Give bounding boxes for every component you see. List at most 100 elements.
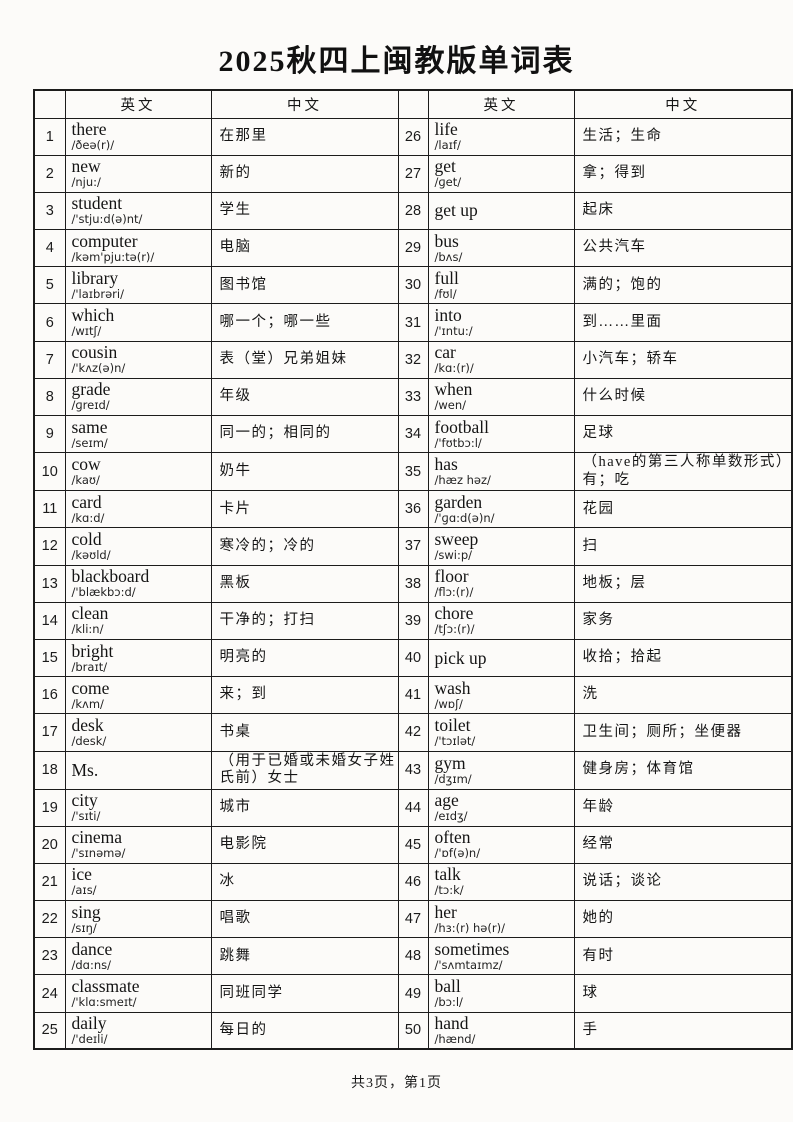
entry-number: 8 — [33, 377, 66, 417]
entry-number: 27 — [397, 154, 429, 193]
table-row: 19 city/'sɪti/城市 44 age/eɪdʒ/年龄 — [33, 788, 793, 827]
entry-word: there — [71, 119, 107, 140]
entry-meaning: 跳舞 — [210, 937, 399, 976]
entry-meaning: 城市 — [210, 788, 399, 827]
entry-meaning: 冰 — [210, 862, 399, 902]
entry-phonetic: /seɪm/ — [71, 435, 108, 450]
entry-number: 24 — [33, 974, 66, 1013]
entry-number: 36 — [397, 490, 429, 529]
entry-english: cousin/'kʌz(ə)n/ — [64, 340, 212, 379]
entry-english: new/nju:/ — [64, 154, 212, 193]
entry-phonetic: /ɡet/ — [434, 175, 462, 190]
entry-word: get up — [434, 200, 478, 221]
entry-meaning: 每日的 — [210, 1011, 399, 1050]
entry-number: 39 — [397, 601, 429, 640]
entry-english: football/'fʊtbɔ:l/ — [427, 414, 575, 454]
entry-word: dance — [71, 938, 113, 959]
entry-word: pick up — [434, 647, 487, 668]
entry-number: 17 — [33, 713, 66, 752]
entry-number: 25 — [33, 1011, 66, 1050]
entry-number: 10 — [33, 452, 66, 492]
entry-meaning: 起床 — [573, 191, 793, 231]
entry-meaning: 收拾；拾起 — [573, 638, 793, 678]
entry-word: when — [434, 379, 473, 400]
entry-english: ball/bɔ:l/ — [427, 974, 575, 1013]
entry-phonetic: /'deɪli/ — [71, 1031, 108, 1046]
entry-word: city — [71, 790, 98, 811]
entry-meaning: 年龄 — [573, 788, 793, 827]
entry-number: 4 — [33, 229, 66, 268]
entry-number: 45 — [397, 825, 429, 864]
entry-phonetic: /ðeə(r)/ — [71, 138, 115, 153]
entry-number: 41 — [397, 676, 429, 715]
entry-english: grade/ɡreɪd/ — [64, 377, 212, 417]
entry-phonetic: /fʊl/ — [434, 286, 457, 301]
table-row: 20 cinema/'sɪnəmə/电影院 45 often/'ɒf(ə)n/经常 — [33, 825, 793, 864]
entry-meaning: 扫 — [573, 527, 793, 566]
entry-word: come — [71, 677, 110, 698]
table-row: 5 library/'laɪbrəri/图书馆 30 full/fʊl/满的；饱的 — [33, 266, 793, 305]
entry-number: 14 — [33, 601, 66, 640]
entry-number: 31 — [397, 303, 429, 342]
entry-english: hand/hænd/ — [427, 1011, 575, 1050]
entry-number: 29 — [397, 229, 429, 268]
entry-number: 28 — [397, 191, 429, 231]
entry-english: sing/sɪŋ/ — [64, 900, 212, 939]
entry-english: get up — [427, 191, 575, 231]
table-row: 1 there/ðeə(r)/在那里 26 life/laɪf/生活；生命 — [33, 117, 793, 156]
entry-english: full/fʊl/ — [427, 266, 575, 305]
entry-word: card — [71, 491, 102, 512]
entry-english: student/'stju:d(ə)nt/ — [64, 191, 212, 231]
entry-english: into/'ɪntu:/ — [427, 303, 575, 342]
entry-word: often — [434, 827, 471, 848]
entry-phonetic: /hɜ:(r) hə(r)/ — [434, 920, 505, 935]
corner-cell — [397, 89, 429, 119]
entry-number: 43 — [397, 750, 429, 790]
entry-phonetic: /'stju:d(ə)nt/ — [71, 212, 143, 227]
header-row: 英文 中文 英文 中文 — [33, 89, 793, 119]
entry-meaning: 足球 — [573, 414, 793, 454]
table-row: 15 bright/braɪt/明亮的 40 pick up 收拾；拾起 — [33, 638, 793, 678]
entry-phonetic: /'sɪti/ — [71, 809, 101, 824]
entry-word: classmate — [71, 976, 140, 997]
table-row: 18 Ms. （用于已婚或未婚女子姓氏前）女士 43 gym/dʒɪm/健身房；体育馆 — [33, 750, 793, 790]
entry-number: 16 — [33, 676, 66, 715]
entry-phonetic: /kɑ:d/ — [71, 510, 105, 525]
entry-number: 37 — [397, 527, 429, 566]
entry-english: when/wen/ — [427, 377, 575, 417]
table-row: 23 dance/dɑ:ns/跳舞 48 sometimes/'sʌmtaɪmz/有时 — [33, 937, 793, 976]
table-row: 7 cousin/'kʌz(ə)n/表（堂）兄弟姐妹 32 car/kɑ:(r)/小汽… — [33, 340, 793, 379]
entry-number: 18 — [33, 750, 66, 790]
entry-phonetic: /ɡreɪd/ — [71, 398, 110, 413]
entry-meaning: （用于已婚或未婚女子姓氏前）女士 — [210, 750, 399, 790]
table-row: 3 student/'stju:d(ə)nt/学生 28 get up 起床 — [33, 191, 793, 231]
entry-number: 9 — [33, 414, 66, 454]
entry-english: clean/kli:n/ — [64, 601, 212, 640]
entry-meaning: 生活；生命 — [573, 117, 793, 156]
entry-phonetic: /'blækbɔ:d/ — [71, 585, 136, 600]
entry-phonetic: /bɔ:l/ — [434, 995, 463, 1010]
entry-meaning: （have的第三人称单数形式）有；吃 — [573, 452, 793, 492]
entry-word: sometimes — [434, 938, 510, 959]
entry-word: get — [434, 156, 456, 177]
entry-number: 44 — [397, 788, 429, 827]
entry-phonetic: /aɪs/ — [71, 883, 97, 898]
entry-phonetic: /hænd/ — [434, 1031, 476, 1046]
entry-word: age — [434, 790, 459, 811]
entry-english: gym/dʒɪm/ — [427, 750, 575, 790]
entry-number: 13 — [33, 564, 66, 603]
entry-number: 47 — [397, 900, 429, 939]
entry-word: chore — [434, 603, 474, 624]
entry-word: her — [434, 901, 457, 922]
entry-number: 40 — [397, 638, 429, 678]
entry-meaning: 来；到 — [210, 676, 399, 715]
entry-meaning: 表（堂）兄弟姐妹 — [210, 340, 399, 379]
entry-number: 26 — [397, 117, 429, 156]
entry-word: ball — [434, 976, 461, 997]
entry-meaning: 同一的；相同的 — [210, 414, 399, 454]
entry-number: 38 — [397, 564, 429, 603]
entry-number: 33 — [397, 377, 429, 417]
entry-english: classmate/'klɑ:smeɪt/ — [64, 974, 212, 1013]
table-row: 2 new/nju:/新的 27 get/ɡet/拿；得到 — [33, 154, 793, 193]
vocab-table-body: 1 there/ðeə(r)/在那里 26 life/laɪf/生活；生命 2 new/n… — [33, 117, 793, 1050]
